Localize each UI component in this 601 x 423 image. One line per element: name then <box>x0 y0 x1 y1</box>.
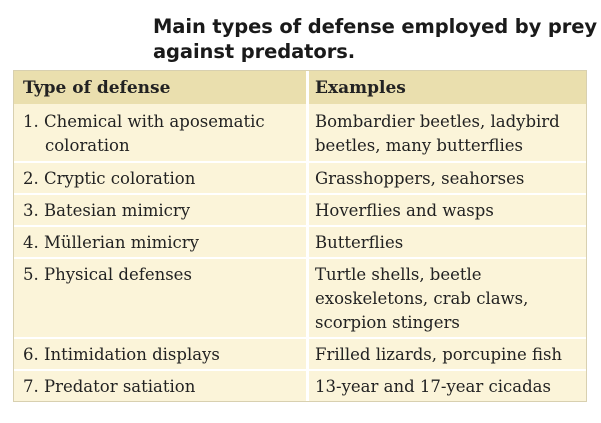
row-divider <box>14 257 586 259</box>
row-divider <box>14 337 586 339</box>
examples-cell: Hoverflies and wasps <box>315 201 494 220</box>
defense-table: Type of defense Examples 1. Chemical wit… <box>13 70 587 402</box>
examples-cell: Frilled lizards, porcupine fish <box>315 345 563 364</box>
table-row: 6. Intimidation displays Frilled lizards… <box>14 339 586 369</box>
type-cell: 7. Predator satiation <box>23 377 196 396</box>
type-cell: 1. Chemical with aposematic coloration <box>14 106 306 161</box>
type-cell: 5. Physical defenses <box>23 265 192 284</box>
table-row: 4. Müllerian mimicry Butterflies <box>14 227 586 257</box>
examples-cell: 13-year and 17-year cicadas <box>315 377 551 396</box>
column-divider <box>306 71 309 401</box>
header-type-of-defense: Type of defense <box>23 78 171 98</box>
examples-cell: Butterflies <box>315 233 404 252</box>
examples-cell: Bombardier beetles, ladybird beetles, ma… <box>315 112 560 155</box>
type-cell: 6. Intimidation displays <box>23 345 220 364</box>
row-divider <box>14 193 586 195</box>
header-examples: Examples <box>315 78 406 98</box>
table-row: 1. Chemical with aposematic coloration B… <box>14 106 586 161</box>
type-line-continued: coloration <box>45 136 130 155</box>
type-cell: 2. Cryptic coloration <box>23 169 196 188</box>
examples-cell: Grasshoppers, seahorses <box>315 169 525 188</box>
row-divider <box>14 225 586 227</box>
examples-cell: Turtle shells, beetle exoskeletons, crab… <box>315 265 529 332</box>
table-row: 3. Batesian mimicry Hoverflies and wasps <box>14 195 586 225</box>
table-row: 7. Predator satiation 13-year and 17-yea… <box>14 371 586 401</box>
table-caption: Main types of defense employed by prey a… <box>153 15 598 63</box>
row-divider <box>14 369 586 371</box>
table-header-row: Type of defense Examples <box>14 71 586 104</box>
type-line: 1. Chemical with aposematic <box>23 112 265 131</box>
row-divider <box>14 161 586 163</box>
type-cell: 4. Müllerian mimicry <box>23 233 199 252</box>
type-cell: 3. Batesian mimicry <box>23 201 191 220</box>
table-row: 2. Cryptic coloration Grasshoppers, seah… <box>14 163 586 193</box>
table-row: 5. Physical defenses Turtle shells, beet… <box>14 259 586 337</box>
